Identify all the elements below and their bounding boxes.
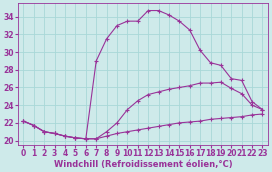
X-axis label: Windchill (Refroidissement éolien,°C): Windchill (Refroidissement éolien,°C) — [54, 159, 232, 169]
